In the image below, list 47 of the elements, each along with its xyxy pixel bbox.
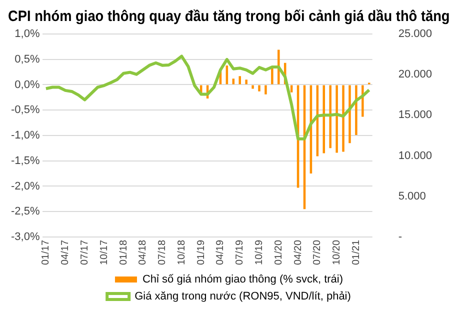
bar xyxy=(258,85,260,92)
y-tick-label: -1,5% xyxy=(10,154,40,167)
x-tick-label: 04/17 xyxy=(60,240,72,266)
y-tick-label: -0,5% xyxy=(10,104,40,116)
x-tick-label: 01/17 xyxy=(40,240,52,266)
bar xyxy=(348,85,351,144)
y-tick-label: -2,0% xyxy=(10,180,40,192)
x-tick-label: 04/18 xyxy=(138,240,149,266)
y2-tick-label: 5.000 xyxy=(398,190,426,202)
legend-label: Giá xăng trong nước (RON95, VND/lít, phải) xyxy=(134,290,351,303)
y-tick-label: -2,5% xyxy=(10,206,40,218)
y-tick-label: 0,0% xyxy=(14,78,40,91)
y2-tick-label: 20.000 xyxy=(398,68,432,81)
x-tick-label: 07/17 xyxy=(79,240,90,266)
x-tick-label: 01/21 xyxy=(350,240,362,266)
y-tick-label: 1,0% xyxy=(14,28,40,40)
chart-title: CPI nhóm giao thông quay đầu tăng trong bối cảnh giá dầu thô tăng xyxy=(8,8,450,26)
y-tick-label: -1,0% xyxy=(10,130,40,142)
y2-tick-label: - xyxy=(398,231,402,244)
x-tick-label: 10/18 xyxy=(176,240,188,266)
bar xyxy=(336,85,338,153)
x-tick-label: 01/18 xyxy=(118,240,130,266)
legend-label: Chỉ số giá nhóm giao thông (% svck, trái) xyxy=(142,274,344,286)
x-tick-label: 07/20 xyxy=(312,240,324,266)
bar xyxy=(329,85,332,148)
bar xyxy=(245,80,248,84)
bar xyxy=(238,76,241,84)
bar xyxy=(342,85,344,152)
y-tick-label: -3,0% xyxy=(10,231,40,244)
y2-tick-label: 10.000 xyxy=(398,150,432,162)
bar xyxy=(355,85,358,135)
x-tick-label: 07/19 xyxy=(234,240,246,266)
bar xyxy=(252,85,254,89)
x-tick-label: 10/20 xyxy=(332,240,343,266)
x-tick-label: 10/19 xyxy=(254,240,265,266)
bar xyxy=(290,85,293,92)
x-tick-label: 01/20 xyxy=(273,240,284,266)
x-tick-label: 10/17 xyxy=(98,240,110,266)
x-tick-label: 04/19 xyxy=(215,240,226,266)
x-tick-label: 04/20 xyxy=(292,240,304,266)
y2-tick-label: 15.000 xyxy=(398,109,432,122)
x-tick-label: 07/18 xyxy=(157,240,168,266)
bar xyxy=(271,68,274,84)
y-tick-label: 0,5% xyxy=(14,53,40,66)
x-tick-label: 01/19 xyxy=(196,240,207,266)
bar xyxy=(264,85,267,94)
y2-tick-label: 25.000 xyxy=(398,28,432,40)
